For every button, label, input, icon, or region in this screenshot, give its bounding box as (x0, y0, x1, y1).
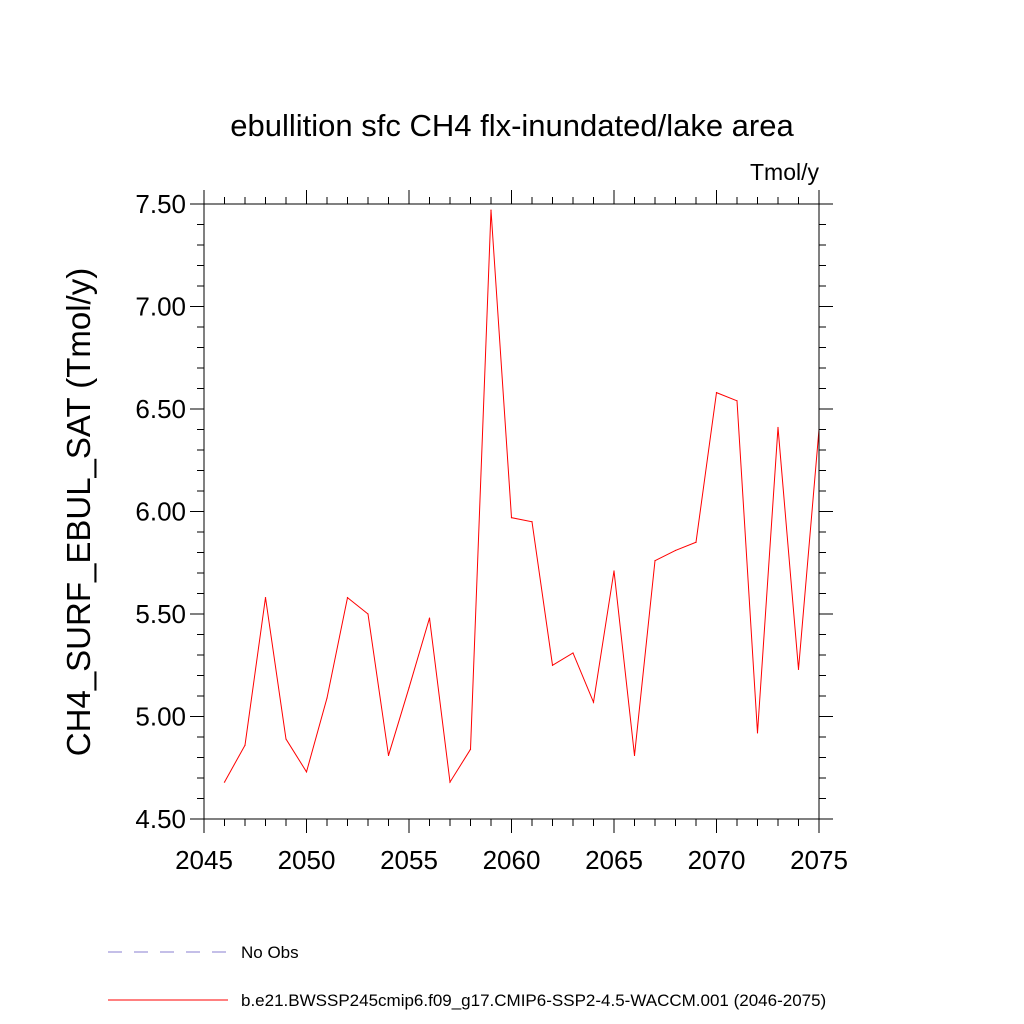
y-tick-labels: 4.50 5.00 5.50 6.00 6.50 7.00 7.50 (135, 189, 186, 834)
legend-label: No Obs (241, 943, 299, 962)
x-tick-labels: 2045 2050 2055 2060 2065 2070 2075 (175, 845, 848, 875)
legend: No Obs b.e21.BWSSP245cmip6.f09_g17.CMIP6-… (108, 943, 826, 1010)
data-point (490, 209, 492, 211)
data-point (264, 597, 267, 599)
data-point (715, 392, 718, 394)
data-point (449, 781, 451, 783)
series-layer (223, 209, 820, 784)
data-point (551, 664, 554, 666)
data-point (408, 687, 410, 689)
data-point (777, 426, 779, 429)
y-tick-label: 6.00 (135, 497, 186, 527)
data-point (244, 744, 246, 746)
plot-frame (203, 203, 820, 820)
x-tick-label: 2070 (688, 845, 746, 875)
data-point (613, 570, 615, 572)
data-point (367, 613, 369, 615)
data-point (756, 732, 759, 734)
x-tick-label: 2050 (278, 845, 336, 875)
x-tick-label: 2055 (380, 845, 438, 875)
data-point (695, 541, 697, 543)
data-point (674, 549, 677, 552)
y-axis-label: CH4_SURF_EBUL_SAT (Tmol/y) (60, 268, 97, 756)
data-point (797, 668, 800, 670)
data-point (510, 517, 513, 519)
data-point (223, 781, 226, 783)
x-tick-label: 2065 (585, 845, 643, 875)
y-tick-label: 7.00 (135, 292, 186, 322)
data-point (633, 754, 636, 757)
y-tick-label: 6.50 (135, 394, 186, 424)
y-tick-label: 4.50 (135, 804, 186, 834)
legend-label: b.e21.BWSSP245cmip6.f09_g17.CMIP6-SSP2-4… (241, 991, 826, 1010)
data-point (592, 701, 595, 703)
x-tick-label: 2075 (790, 845, 848, 875)
data-point (428, 617, 431, 619)
data-point (387, 754, 390, 757)
x-tick-label: 2045 (175, 845, 233, 875)
data-point (305, 771, 308, 773)
data-point (736, 400, 738, 402)
series-line-0 (224, 210, 820, 784)
data-point (654, 560, 656, 562)
y-tick-label: 5.50 (135, 599, 186, 629)
axis-ticks (190, 190, 833, 833)
y-tick-label: 7.50 (135, 189, 186, 219)
data-point (346, 597, 349, 599)
x-tick-label: 2060 (483, 845, 541, 875)
units-label: Tmol/y (750, 159, 820, 185)
data-point (531, 521, 533, 523)
data-point (285, 738, 287, 740)
data-point (469, 748, 472, 750)
data-point (572, 652, 574, 654)
data-point (326, 697, 328, 699)
y-tick-label: 5.00 (135, 702, 186, 732)
chart-title: ebullition sfc CH4 flx-inundated/lake ar… (230, 108, 794, 143)
